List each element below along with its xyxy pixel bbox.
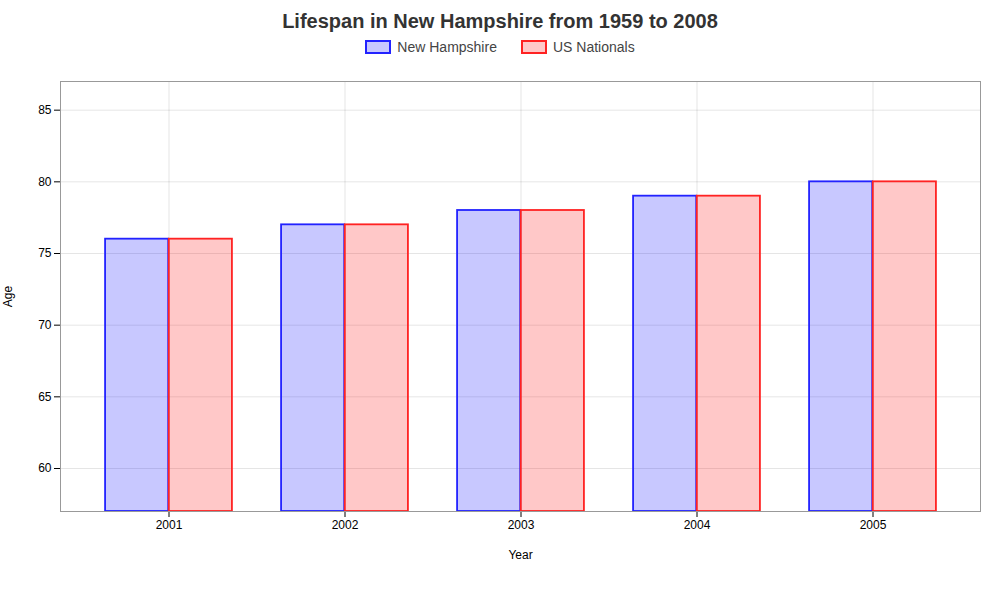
svg-text:2001: 2001: [156, 518, 183, 532]
svg-text:2005: 2005: [860, 518, 887, 532]
svg-text:2003: 2003: [508, 518, 535, 532]
html-text:US Nationals: US Nationals: [552, 39, 635, 55]
svg-text:85: 85: [38, 103, 52, 117]
html-text:Lifespan in New Hampshire from: Lifespan in New Hampshire from 1959 to 2…: [282, 10, 718, 32]
svg-text:Age: Age: [1, 286, 15, 308]
svg-text:Year: Year: [508, 548, 532, 562]
html-text:New Hampshire: New Hampshire: [397, 39, 497, 55]
svg-text:65: 65: [38, 390, 52, 404]
svg-text:75: 75: [38, 246, 52, 260]
svg-text:2002: 2002: [332, 518, 359, 532]
svg-text:60: 60: [38, 461, 52, 475]
svg-text:70: 70: [38, 318, 52, 332]
svg-text:2004: 2004: [684, 518, 711, 532]
svg-text:80: 80: [38, 175, 52, 189]
